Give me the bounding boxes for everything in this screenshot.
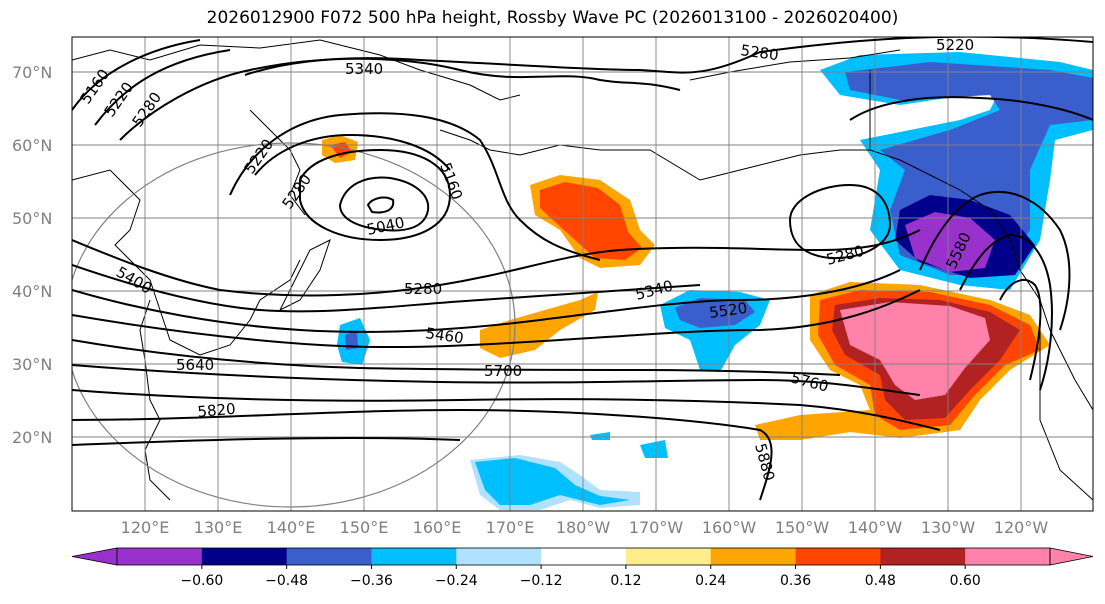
colorbar-tick-label: 0.12 xyxy=(610,573,641,589)
colorbar-tick-label: −0.60 xyxy=(180,573,223,589)
colorbar-tick-label: 0.48 xyxy=(865,573,896,589)
anomaly-shading xyxy=(322,52,1093,510)
lon-label: 120°W xyxy=(994,518,1049,537)
lat-label: 30°N xyxy=(12,355,52,374)
contour-label: 5280 xyxy=(279,171,316,213)
contour-label: 5880 xyxy=(751,441,778,483)
contour-label: 5280 xyxy=(739,41,779,64)
colorbar-tick-label: 0.60 xyxy=(950,573,981,589)
contour-label: 5820 xyxy=(197,400,237,421)
lon-label: 150°E xyxy=(340,518,389,537)
contour-label: 5040 xyxy=(365,213,406,239)
colorbar-segment xyxy=(117,548,203,565)
lat-label: 20°N xyxy=(12,428,52,447)
lon-label: 160°E xyxy=(413,518,462,537)
contour-label: 5460 xyxy=(424,324,464,347)
colorbar-segment xyxy=(286,548,372,565)
colorbar-outline xyxy=(116,547,1051,566)
lon-label: 140°W xyxy=(848,518,903,537)
colorbar-tick-label: −0.48 xyxy=(265,573,308,589)
lon-label: 140°E xyxy=(267,518,316,537)
colorbar-extend-low xyxy=(71,547,118,566)
latitude-labels: 70°N 60°N 50°N 40°N 30°N 20°N xyxy=(12,63,52,447)
contour-label: 5640 xyxy=(176,356,214,374)
contour-label: 5340 xyxy=(345,60,383,78)
colorbar-segment xyxy=(456,548,542,565)
colorbar-tick-label: 0.36 xyxy=(780,573,811,589)
gridlines xyxy=(72,37,1093,511)
contour-label: 5220 xyxy=(936,36,974,54)
longitude-labels: 120°E 130°E 140°E 150°E 160°E 170°E 180°… xyxy=(121,518,1049,537)
lon-label: 170°E xyxy=(486,518,535,537)
lon-label: 130°W xyxy=(921,518,976,537)
contour-label: 5760 xyxy=(789,368,831,395)
lon-label: 150°W xyxy=(775,518,830,537)
colorbar-tick-label: −0.24 xyxy=(435,573,478,589)
colorbar-segment xyxy=(795,548,881,565)
region-circle xyxy=(72,142,516,508)
colorbar-segment xyxy=(880,548,966,565)
lat-label: 50°N xyxy=(12,209,52,228)
colorbar-tick-label: 0.24 xyxy=(695,573,726,589)
lon-label: 160°W xyxy=(702,518,757,537)
colorbar-tick-label: −0.12 xyxy=(520,573,563,589)
lat-label: 70°N xyxy=(12,63,52,82)
lon-label: 120°E xyxy=(121,518,170,537)
lat-label: 60°N xyxy=(12,136,52,155)
colorbar-segment xyxy=(541,548,627,565)
contour-label: 5400 xyxy=(113,263,155,298)
map-title: 2026012900 F072 500 hPa height, Rossby W… xyxy=(206,8,899,28)
contour-label: 5700 xyxy=(484,362,522,380)
colorbar-tick-label: −0.36 xyxy=(350,573,393,589)
colorbar-segment xyxy=(201,548,288,565)
contour-label: 5280 xyxy=(824,242,866,269)
contour-label: 5160 xyxy=(436,160,466,202)
colorbar-segment xyxy=(710,548,797,565)
lon-label: 130°E xyxy=(194,518,243,537)
map-frame xyxy=(71,36,1094,512)
colorbar-extend-high xyxy=(1049,547,1094,566)
lon-label: 180°W xyxy=(556,518,611,537)
colorbar: −0.60 −0.48 −0.36 −0.24 −0.12 0.12 0.24 0.36 0.4… xyxy=(71,547,1094,589)
lat-label: 40°N xyxy=(12,282,52,301)
contour-label: 5280 xyxy=(404,280,442,298)
lon-label: 170°W xyxy=(629,518,684,537)
contour-label: 5340 xyxy=(633,277,675,304)
contour-label: 5520 xyxy=(708,299,748,322)
colorbar-segment xyxy=(625,548,712,565)
height-contours xyxy=(72,37,1093,501)
contour-label: 5280 xyxy=(129,89,166,131)
colorbar-segment xyxy=(965,548,1051,565)
colorbar-segment xyxy=(371,548,457,565)
